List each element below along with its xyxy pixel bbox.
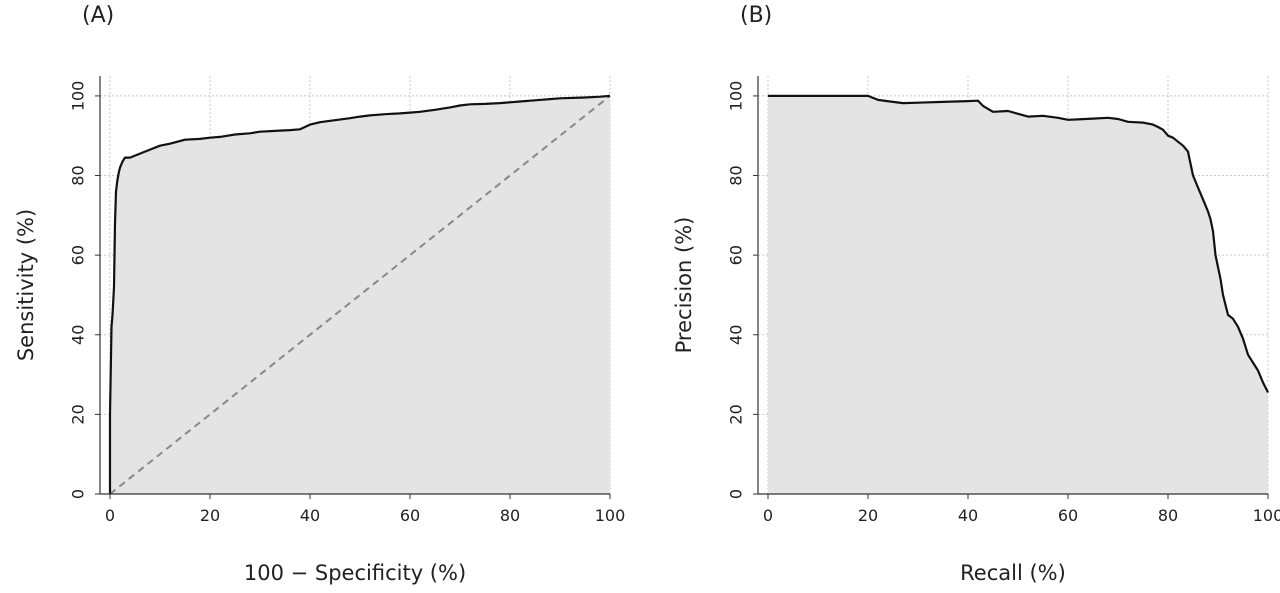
x-tick-label: 20 [858, 506, 878, 525]
panel-label-b: (B) [740, 3, 772, 28]
panel-label-a: (A) [82, 3, 114, 28]
y-tick-label: 20 [727, 404, 746, 424]
y-tick-label: 100 [69, 81, 88, 112]
y-tick-label: 80 [727, 165, 746, 185]
x-tick-label: 80 [500, 506, 520, 525]
roc-y-axis-title: Sensitivity (%) [14, 209, 38, 361]
x-tick-label: 40 [958, 506, 978, 525]
x-tick-label: 20 [200, 506, 220, 525]
y-tick-label: 0 [69, 489, 88, 499]
roc-panel: (A) 0 20 40 60 80 100 0 20 40 60 80 100 100 − Spec… [14, 3, 625, 585]
pr-axes [753, 76, 1269, 499]
pr-panel: (B) 0 20 40 60 80 100 0 20 40 60 80 100 Recall (%)… [672, 3, 1280, 585]
pr-x-axis-title: Recall (%) [960, 561, 1066, 585]
y-tick-label: 40 [69, 325, 88, 345]
pr-curve [768, 94, 1269, 393]
roc-curve [108, 94, 611, 494]
roc-x-tick-labels: 0 20 40 60 80 100 [105, 506, 625, 525]
x-tick-label: 0 [763, 506, 773, 525]
roc-reference-diagonal [109, 95, 611, 495]
x-tick-label: 60 [400, 506, 420, 525]
y-tick-label: 80 [69, 165, 88, 185]
pr-y-axis-title: Precision (%) [672, 217, 696, 354]
x-tick-label: 100 [595, 506, 626, 525]
roc-y-tick-labels: 0 20 40 60 80 100 [69, 81, 88, 499]
pr-area-under-curve [768, 95, 1268, 495]
y-tick-label: 100 [727, 81, 746, 112]
y-tick-label: 0 [727, 489, 746, 499]
y-tick-label: 60 [69, 245, 88, 265]
x-tick-label: 100 [1253, 506, 1280, 525]
x-tick-label: 80 [1158, 506, 1178, 525]
x-tick-label: 60 [1058, 506, 1078, 525]
y-tick-label: 20 [69, 404, 88, 424]
roc-x-axis-title: 100 − Specificity (%) [244, 561, 466, 585]
x-tick-label: 40 [300, 506, 320, 525]
roc-axes [95, 76, 611, 499]
x-tick-label: 0 [105, 506, 115, 525]
pr-y-tick-labels: 0 20 40 60 80 100 [727, 81, 746, 499]
y-tick-label: 60 [727, 245, 746, 265]
y-tick-label: 40 [727, 325, 746, 345]
pr-x-tick-labels: 0 20 40 60 80 100 [763, 506, 1280, 525]
